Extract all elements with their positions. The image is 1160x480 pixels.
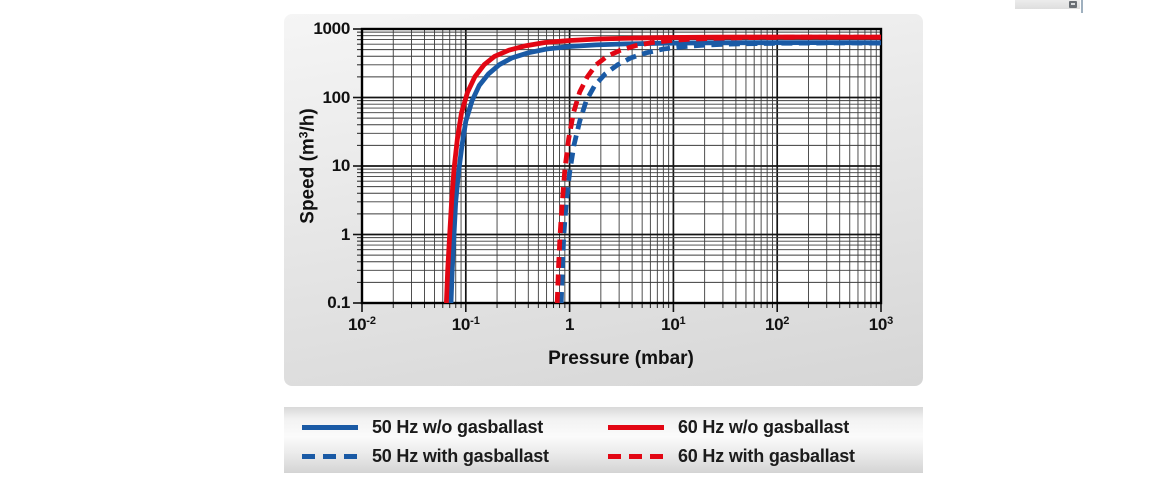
y-axis-title-sup: 3	[296, 131, 311, 139]
x-tick-label: 10-1	[451, 315, 480, 334]
x-tick-label: 103	[868, 315, 894, 334]
scroll-corner-icon[interactable]	[1069, 1, 1077, 8]
legend-label: 60 Hz w/o gasballast	[678, 417, 850, 437]
scrollbar-divider	[1081, 0, 1083, 13]
x-tick-label: 10-2	[347, 315, 377, 334]
legend-label: 50 Hz with gasballast	[372, 446, 549, 466]
curve-50-hz-with-gasballast	[558, 40, 881, 303]
y-tick-label: 1000	[313, 19, 350, 38]
x-tick-label: 101	[661, 315, 686, 334]
legend-item: 50 Hz with gasballast	[302, 442, 608, 471]
legend-item: 60 Hz with gasballast	[608, 442, 923, 471]
x-tick-label: 1	[565, 315, 575, 334]
legend-item: 50 Hz w/o gasballast	[302, 413, 608, 442]
legend-swatch-50hz-dashed	[302, 454, 358, 459]
legend-swatch-60hz-dashed	[608, 454, 664, 459]
chart-legend: 50 Hz w/o gasballast 60 Hz w/o gasballas…	[284, 407, 923, 473]
legend-swatch-60hz-solid	[608, 425, 664, 430]
y-tick-label: 100	[322, 87, 351, 107]
y-tick-label: 0.1	[327, 293, 350, 312]
speed-pressure-plot	[353, 27, 883, 312]
y-tick-label: 1	[340, 224, 350, 244]
legend-label: 50 Hz w/o gasballast	[372, 417, 544, 437]
legend-label: 60 Hz with gasballast	[678, 446, 855, 466]
y-axis-title-text: /h)	[297, 108, 319, 132]
y-tick-label: 10	[331, 156, 351, 175]
x-axis-title: Pressure (mbar)	[548, 348, 694, 369]
legend-swatch-50hz-solid	[302, 425, 358, 430]
y-axis-title-text: Speed (m	[297, 138, 319, 224]
chart-panel: Speed (m3/h) Pressure (mbar) 10-2 10-1 1 10…	[284, 14, 923, 386]
curve-60-hz-with-gasballast	[554, 34, 881, 303]
legend-item: 60 Hz w/o gasballast	[608, 413, 923, 442]
x-tick-label: 102	[764, 315, 790, 334]
scrollbar-fragment[interactable]	[1015, 0, 1080, 9]
